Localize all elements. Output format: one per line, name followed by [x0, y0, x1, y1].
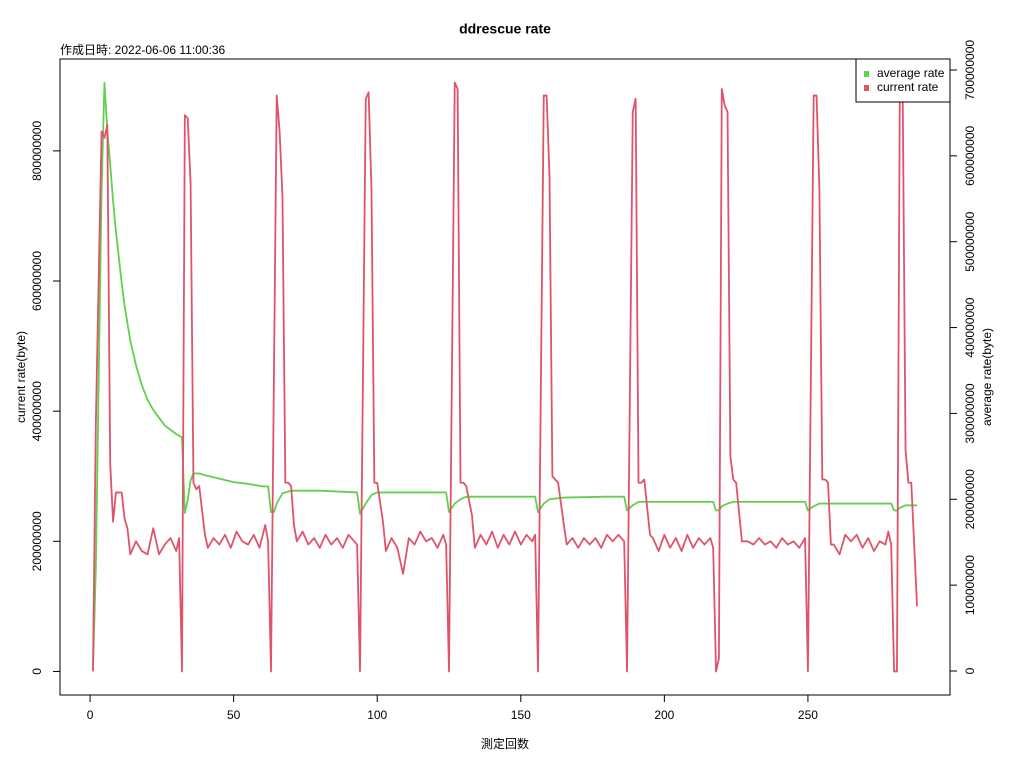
x-tick-label: 50: [227, 708, 241, 722]
y2-tick-label: 400000000: [963, 297, 977, 357]
legend-box: [855, 58, 951, 103]
y-tick-label: 400000000: [30, 381, 44, 441]
y2-tick-label: 300000000: [963, 383, 977, 443]
legend-swatch: [864, 71, 869, 77]
y2-tick-label: 600000000: [963, 125, 977, 185]
y2-axis-label: average rate(byte): [980, 328, 994, 426]
data-line: [92, 81, 918, 672]
legend-swatch: [864, 85, 869, 91]
legend-label: average rate: [877, 66, 945, 80]
chart-title: ddrescue rate: [459, 21, 551, 37]
x-tick-label: 100: [367, 708, 387, 722]
data-line: [92, 81, 918, 673]
y2-tick-label: 100000000: [963, 555, 977, 615]
y-tick-label: 200000000: [30, 511, 44, 571]
y-tick-label: 0: [30, 668, 44, 675]
x-tick-label: 150: [511, 708, 531, 722]
chart-subtitle: 作成日時: 2022-06-06 11:00:36: [60, 43, 226, 57]
x-tick-label: 200: [654, 708, 674, 722]
y-tick-label: 600000000: [30, 251, 44, 311]
x-tick-label: 250: [798, 708, 818, 722]
y2-tick-label: 0: [963, 667, 977, 674]
y2-tick-label: 200000000: [963, 469, 977, 529]
y2-tick-label: 500000000: [963, 211, 977, 271]
x-axis-label: 測定回数: [481, 736, 529, 751]
y-axis-label: current rate(byte): [14, 331, 28, 423]
y-tick-label: 800000000: [30, 121, 44, 181]
y2-tick-label: 700000000: [963, 40, 977, 100]
x-tick-label: 0: [87, 708, 94, 722]
legend-label: current rate: [877, 80, 939, 94]
